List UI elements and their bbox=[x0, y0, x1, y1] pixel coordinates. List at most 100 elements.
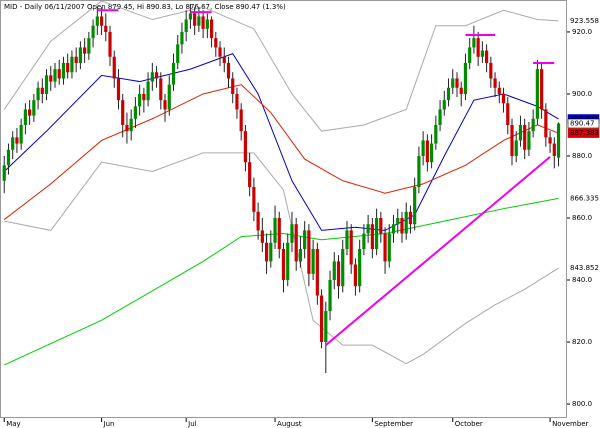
candle-body bbox=[374, 217, 379, 250]
candle-body bbox=[28, 109, 32, 116]
candle-body bbox=[413, 186, 417, 225]
candle-body bbox=[480, 50, 484, 57]
candle-body bbox=[209, 19, 214, 39]
candle-body bbox=[540, 69, 544, 110]
candle-body bbox=[231, 78, 235, 94]
chart-title: MID - Daily 06/11/2007 Open 879.45, Hi 8… bbox=[4, 3, 286, 11]
candle-body bbox=[379, 217, 383, 234]
candle-body bbox=[146, 81, 150, 101]
candle-body bbox=[332, 261, 336, 281]
candle-body bbox=[180, 31, 184, 45]
y-tick-label: 900.0 bbox=[572, 90, 592, 98]
candle-body bbox=[133, 106, 138, 119]
candle-body bbox=[425, 140, 429, 163]
x-tick-label: August bbox=[277, 420, 302, 428]
indicator-line bbox=[4, 197, 559, 366]
candle-body bbox=[548, 137, 552, 144]
candle-body bbox=[281, 249, 286, 281]
candle-body bbox=[383, 233, 387, 262]
candle-body bbox=[121, 100, 125, 125]
candle-body bbox=[176, 44, 180, 63]
candle-body bbox=[396, 217, 400, 225]
candle-body bbox=[358, 249, 362, 287]
candle-body bbox=[184, 19, 188, 32]
trendline bbox=[325, 156, 551, 346]
candle-body bbox=[205, 19, 209, 29]
candle-body bbox=[277, 217, 281, 250]
price-label: 887.383 bbox=[570, 129, 599, 137]
candle-body bbox=[197, 16, 201, 26]
candle-body bbox=[167, 84, 171, 110]
candle-body bbox=[248, 162, 252, 187]
candle-body bbox=[49, 75, 53, 82]
candle-body bbox=[286, 242, 290, 281]
candle-body bbox=[341, 249, 345, 287]
y-tick-label: 800.0 bbox=[572, 400, 592, 408]
candle-body bbox=[493, 78, 497, 88]
candle-body bbox=[83, 47, 87, 54]
y-tick-label: 920.0 bbox=[572, 28, 592, 36]
candle-body bbox=[391, 224, 396, 234]
indicator-line bbox=[4, 152, 559, 365]
candle-body bbox=[78, 47, 82, 63]
candle-body bbox=[2, 165, 6, 181]
candle-body bbox=[256, 211, 260, 231]
candle-body bbox=[404, 211, 408, 234]
candle-body bbox=[523, 124, 527, 150]
price-label-box bbox=[567, 128, 600, 138]
candle-body bbox=[455, 78, 459, 88]
candle-body bbox=[468, 47, 472, 63]
candle-body bbox=[235, 93, 239, 110]
candle-body bbox=[421, 140, 425, 156]
candle-body bbox=[201, 16, 205, 29]
y-tick-label: 880.0 bbox=[572, 152, 592, 160]
candle-body bbox=[95, 16, 99, 26]
candle-body bbox=[514, 140, 518, 156]
candle-body bbox=[370, 224, 374, 250]
candle-body bbox=[408, 211, 413, 225]
candle-body bbox=[252, 186, 256, 212]
candle-body bbox=[116, 78, 121, 101]
candle-body bbox=[112, 56, 116, 79]
indicator-line bbox=[3, 0, 559, 132]
candle-body bbox=[23, 109, 27, 125]
x-tick-label: Jun bbox=[103, 420, 115, 428]
candle-body bbox=[226, 62, 231, 79]
candle-body bbox=[438, 109, 442, 125]
x-tick-label: October bbox=[455, 420, 483, 428]
candle-body bbox=[303, 230, 307, 250]
plot-frame bbox=[0, 0, 567, 418]
candle-body bbox=[269, 242, 273, 262]
indicator-line bbox=[3, 53, 559, 231]
candle-body bbox=[74, 56, 78, 63]
candle-body bbox=[40, 87, 44, 94]
y-tick-label: 820.0 bbox=[572, 338, 592, 346]
candle-body bbox=[87, 38, 91, 54]
candle-body bbox=[171, 62, 176, 85]
candle-body bbox=[544, 109, 548, 138]
candle-body bbox=[527, 131, 531, 150]
candle-body bbox=[345, 230, 349, 250]
candle-body bbox=[552, 143, 556, 156]
candle-body bbox=[91, 25, 95, 39]
candle-body bbox=[273, 217, 277, 243]
candle-body bbox=[108, 31, 112, 57]
candle-body bbox=[328, 280, 332, 312]
candle-body bbox=[489, 62, 493, 79]
y-tick-label: 840.0 bbox=[572, 276, 592, 284]
candle-body bbox=[125, 124, 129, 132]
candle-body bbox=[307, 230, 311, 274]
x-tick-label: November bbox=[552, 420, 589, 428]
candle-body bbox=[32, 100, 36, 116]
candle-body bbox=[66, 62, 70, 73]
candle-body bbox=[311, 249, 315, 274]
candle-body bbox=[70, 56, 74, 73]
candle-body bbox=[417, 155, 421, 187]
x-tick-label: Jul bbox=[187, 420, 197, 428]
candle-body bbox=[159, 78, 163, 101]
candle-body bbox=[214, 38, 218, 48]
price-label: 890.47 bbox=[570, 120, 595, 128]
candle-body bbox=[193, 13, 197, 26]
candle-body bbox=[501, 93, 506, 104]
